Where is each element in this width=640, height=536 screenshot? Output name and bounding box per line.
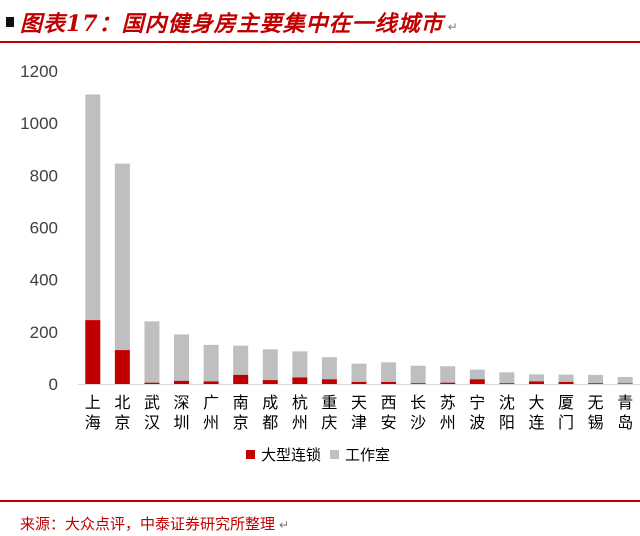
bar-segment-chain [85, 320, 101, 384]
bar-segment-chain [381, 381, 397, 384]
title-bullet [6, 17, 14, 27]
bar-segment-studio [144, 321, 160, 383]
bar-segment-chain [499, 383, 515, 384]
x-tick-label: 沈阳 [499, 393, 515, 432]
footer-rule [0, 500, 640, 502]
x-tick-label: 杭州 [292, 393, 308, 432]
y-tick-label: 600 [30, 219, 58, 238]
x-tick-label: 厦门 [558, 393, 574, 432]
x-tick-label: 上海 [85, 393, 101, 432]
bar-segment-studio [233, 345, 249, 375]
bar-segment-studio [351, 363, 367, 382]
bar-segment-chain [410, 383, 426, 384]
figure-title-text: 图表17：国内健身房主要集中在一线城市 [20, 11, 444, 37]
bar-segment-chain [203, 381, 219, 384]
y-tick-label: 1000 [20, 114, 58, 133]
x-tick-label: 重庆 [321, 393, 337, 432]
bar-segment-studio [321, 357, 337, 380]
x-tick-label: 无锡 [588, 393, 604, 432]
x-tick-label: 广州 [203, 393, 219, 432]
bar-segment-studio [85, 94, 101, 321]
bar-segment-chain [528, 381, 544, 384]
bar-segment-studio [440, 366, 456, 383]
y-tick-label: 800 [30, 166, 58, 185]
y-tick-label: 400 [30, 271, 58, 290]
bar-segment-studio [558, 374, 574, 382]
bar-segment-chain [292, 377, 308, 384]
x-tick-label: 西安 [381, 393, 397, 432]
x-tick-label: 长沙 [410, 393, 426, 432]
bar-segment-chain [558, 381, 574, 384]
bar-segment-studio [617, 376, 633, 384]
figure-footer: 来源：大众点评，中泰证券研究所整理 ↵ [0, 500, 640, 536]
figure-header: 图表17：国内健身房主要集中在一线城市 ↵ [0, 0, 640, 44]
bar-segment-studio [292, 351, 308, 378]
bar-segment-chain [351, 381, 367, 384]
bar-segment-studio [588, 374, 604, 384]
y-tick-label: 200 [30, 323, 58, 342]
bar-segment-studio [174, 334, 190, 381]
bar-segment-chain [114, 350, 130, 384]
bar-segment-chain [588, 383, 604, 384]
y-tick-label: 0 [49, 375, 58, 394]
figure-title: 图表17：国内健身房主要集中在一线城市 ↵ [20, 6, 459, 38]
bar-segment-studio [114, 163, 130, 351]
x-tick-label: 宁波 [469, 393, 485, 432]
bar-segment-chain [144, 382, 160, 384]
x-tick-label: 深圳 [174, 393, 190, 432]
bar-segment-chain [321, 379, 337, 384]
header-rule [0, 41, 640, 43]
source-note: 来源：大众点评，中泰证券研究所整理 ↵ [20, 513, 289, 534]
bar-segment-studio [469, 369, 485, 380]
x-tick-label: 成都 [262, 393, 278, 432]
bar-segment-studio [528, 374, 544, 382]
bar-segment-studio [499, 372, 515, 384]
y-tick-label: 1200 [20, 62, 58, 81]
bar-segment-chain [617, 383, 633, 384]
bar-chart: 0 200 400 600 800 1000 1200 上海北京武汉深圳广州南京成都杭州重庆天… [20, 62, 640, 464]
x-tick-label: 青岛 [617, 393, 633, 432]
x-tick-label: 南京 [233, 393, 249, 432]
bar-segment-chain [233, 374, 249, 384]
bar-segment-chain [174, 380, 190, 384]
bar-segment-studio [203, 344, 219, 382]
legend-label-chain: 大型连锁 [261, 446, 321, 464]
x-tick-label: 北京 [114, 393, 130, 432]
legend-swatch-studio [330, 450, 339, 459]
bar-segment-studio [410, 365, 426, 384]
x-tick-label: 天津 [351, 393, 367, 432]
x-tick-label: 武汉 [144, 393, 160, 432]
bar-segment-chain [440, 382, 456, 384]
source-text: 来源：大众点评，中泰证券研究所整理 [20, 515, 276, 533]
bar-segment-chain [262, 380, 278, 384]
x-tick-label: 苏州 [440, 393, 456, 432]
bar-segment-studio [381, 362, 397, 382]
paragraph-mark-icon: ↵ [279, 518, 290, 532]
bar-segment-chain [469, 379, 485, 384]
x-tick-label: 大连 [528, 393, 544, 432]
paragraph-mark-icon: ↵ [447, 20, 459, 34]
bar-segment-studio [262, 349, 278, 381]
legend-swatch-chain [246, 450, 255, 459]
legend-label-studio: 工作室 [345, 446, 390, 464]
